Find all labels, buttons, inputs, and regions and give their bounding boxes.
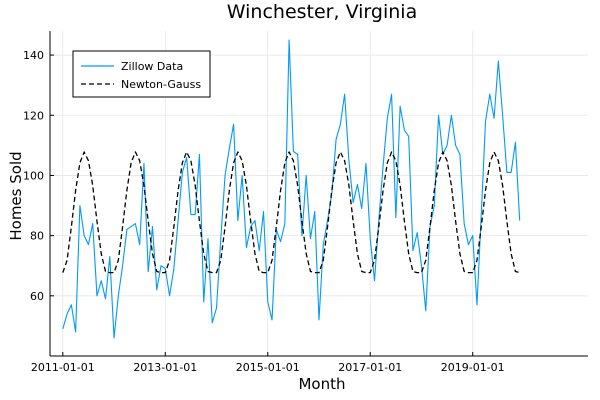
x-tick-label: 2015-01-01 xyxy=(236,361,300,374)
x-tick-label: 2019-01-01 xyxy=(441,361,505,374)
x-tick-label: 2011-01-01 xyxy=(31,361,95,374)
y-axis-title: Homes Sold xyxy=(7,151,25,240)
y-tick-label: 100 xyxy=(23,169,44,182)
y-tick-label: 120 xyxy=(23,109,44,122)
series-layer xyxy=(62,39,521,339)
y-tick-label: 140 xyxy=(23,49,44,62)
x-tick-label: 2017-01-01 xyxy=(338,361,402,374)
legend-label-zillow: Zillow Data xyxy=(121,60,183,73)
legend: Zillow Data Newton-Gauss xyxy=(72,50,211,98)
chart-title: Winchester, Virginia xyxy=(227,1,417,23)
legend-label-newton-gauss: Newton-Gauss xyxy=(121,78,201,91)
series-line-newton-gauss xyxy=(62,151,520,274)
tick-labels: 2011-01-01 2013-01-01 2015-01-01 2017-01-01… xyxy=(23,49,505,374)
y-tick-label: 80 xyxy=(30,230,44,243)
legend-box xyxy=(72,50,211,98)
y-tick-label: 60 xyxy=(30,290,44,303)
x-axis-title: Month xyxy=(298,375,345,393)
axes xyxy=(49,31,588,357)
x-tick-label: 2013-01-01 xyxy=(133,361,197,374)
